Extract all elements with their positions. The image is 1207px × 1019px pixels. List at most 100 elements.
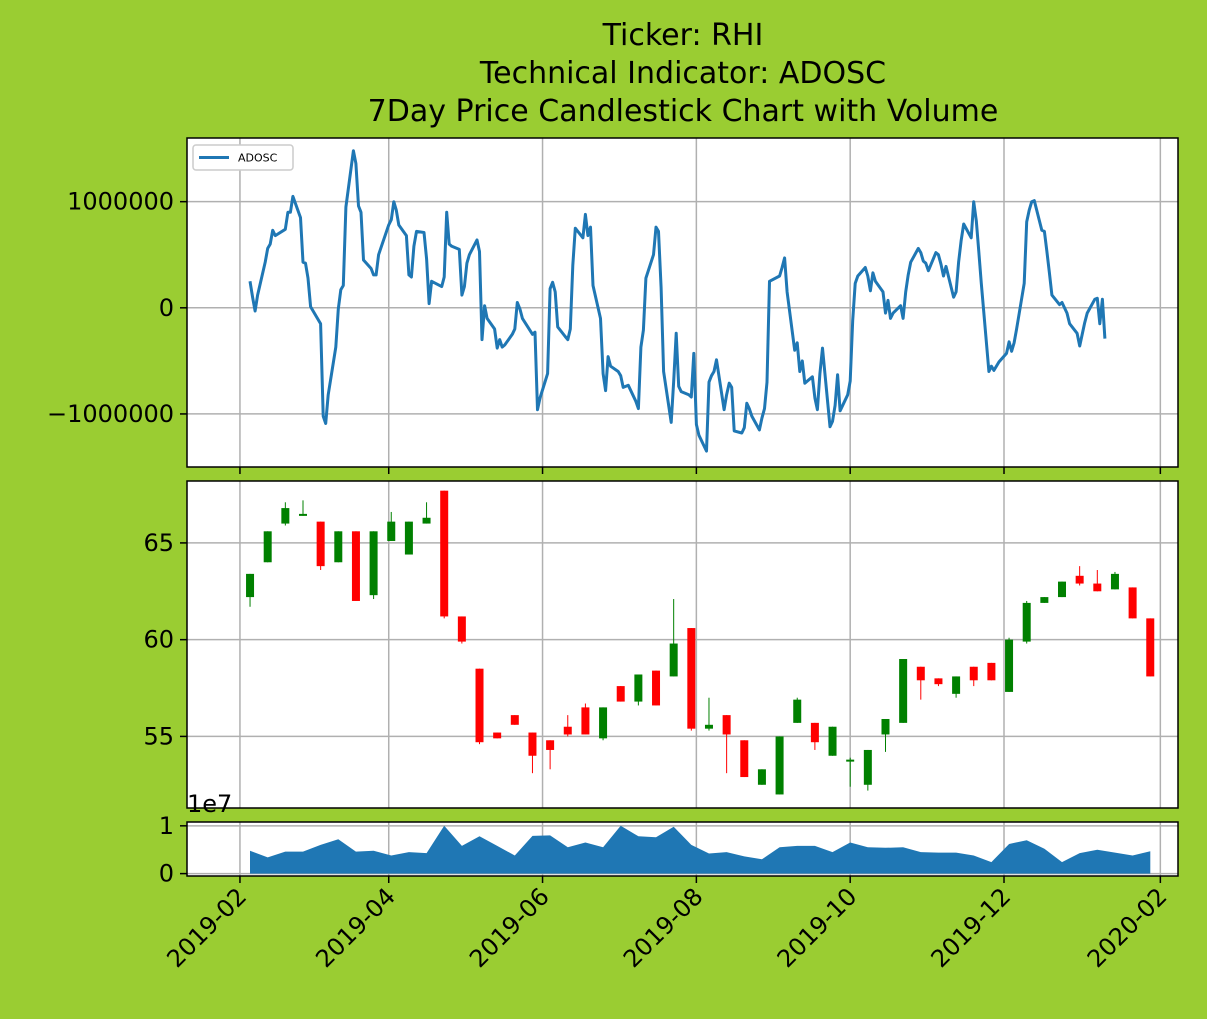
candle-down	[740, 740, 749, 778]
candle-down	[581, 703, 590, 735]
candle-body	[581, 707, 590, 735]
candle-down	[546, 740, 555, 770]
candle-body	[899, 659, 908, 723]
candle-body	[493, 732, 502, 739]
candle-up	[863, 749, 872, 791]
candle-body	[369, 531, 378, 596]
candle-up	[793, 697, 802, 723]
candle-body	[281, 508, 290, 524]
candle-body	[316, 521, 325, 567]
candle-down	[916, 666, 925, 700]
x-tick-label: 2019-08	[618, 882, 709, 973]
candle-axes-frame	[186, 480, 1179, 809]
candle-body	[599, 707, 608, 739]
candle-body	[793, 699, 802, 723]
volume-axes-frame	[186, 821, 1179, 877]
candle-body	[351, 531, 360, 601]
candles	[246, 490, 1155, 795]
x-tick-label: 2019-12	[926, 882, 1017, 973]
candle-body	[263, 531, 272, 563]
candle-body	[1075, 575, 1084, 584]
candle-down	[563, 715, 572, 737]
candle-up	[369, 531, 378, 600]
adosc-x-tick-marks	[239, 467, 1162, 474]
candle-body	[722, 715, 731, 735]
candle-body	[246, 573, 255, 598]
adosc-axes-frame	[186, 137, 1179, 468]
candle-down	[440, 490, 449, 619]
candle-up	[846, 757, 855, 787]
candle-body	[1146, 618, 1155, 677]
volume-y-ticks: 01	[159, 812, 187, 888]
candle-body	[1110, 573, 1119, 590]
candle-body	[916, 666, 925, 681]
candle-down	[1075, 566, 1084, 586]
candle-up	[669, 599, 678, 677]
x-ticks: 2019-02 2019-04 2019-06 2019-08 2019-10 2019-…	[161, 876, 1173, 973]
volume-panel: 01 1e7 2019-02 2019-04 2019-06 2019-08 2019-…	[159, 790, 1179, 973]
candle-y-tick-label: 55	[143, 722, 174, 750]
candle-up	[757, 769, 766, 785]
candle-body	[810, 722, 819, 743]
candle-body	[440, 490, 449, 617]
candle-up	[775, 736, 784, 795]
candle-body	[475, 668, 484, 743]
x-tick-label: 2020-02	[1082, 882, 1173, 973]
title-line-1: Ticker: RHI	[602, 18, 764, 53]
candle-body	[1040, 597, 1049, 603]
candle-body	[546, 740, 555, 750]
candle-up	[634, 674, 643, 706]
candle-up	[828, 726, 837, 756]
x-tick-label: 2019-04	[310, 882, 401, 973]
candle-up	[263, 531, 272, 563]
candle-down	[528, 732, 537, 774]
candle-body	[669, 643, 678, 677]
candle-body	[757, 769, 766, 785]
candle-down	[457, 616, 466, 644]
volume-y-tick-label: 0	[159, 860, 174, 888]
candle-down	[652, 670, 661, 706]
candle-body	[934, 678, 943, 685]
adosc-legend: ADOSC	[192, 144, 294, 171]
candle-axes-background	[187, 481, 1178, 808]
candle-grid	[187, 481, 1178, 808]
candle-body	[775, 736, 784, 795]
candle-body	[881, 718, 890, 735]
candle-body	[334, 531, 343, 563]
candle-body	[1128, 587, 1137, 619]
candle-up	[1022, 600, 1031, 644]
candle-up	[404, 521, 413, 555]
candle-down	[493, 732, 502, 739]
adosc-panel: 1000000 0 −1000000 ADOSC	[47, 137, 1179, 474]
legend-box	[192, 144, 294, 171]
chart-title: Ticker: RHI Technical Indicator: ADOSC 7…	[368, 18, 999, 129]
x-tick-label: 2019-02	[161, 882, 252, 973]
candle-y-tick-label: 60	[143, 626, 174, 654]
candle-up	[952, 676, 961, 698]
candle-body	[1058, 581, 1067, 598]
volume-y-tick-label: 1	[159, 812, 174, 840]
candle-down	[1146, 618, 1155, 677]
candlestick-panel: 55 60 65	[143, 480, 1179, 809]
candle-up	[599, 707, 608, 741]
candle-up	[881, 718, 890, 752]
adosc-y-tick-label: −1000000	[47, 400, 174, 428]
candle-body	[1022, 602, 1031, 642]
adosc-y-tick-label: 1000000	[67, 188, 174, 216]
candle-body	[298, 513, 307, 516]
candle-up	[1110, 571, 1119, 590]
candle-body	[510, 715, 519, 725]
candle-body	[457, 616, 466, 642]
candle-body	[863, 749, 872, 785]
candle-up	[704, 697, 713, 731]
candle-body	[1005, 639, 1014, 692]
candle-body	[987, 662, 996, 681]
candle-up	[422, 502, 431, 524]
candle-up	[899, 659, 908, 723]
candle-body	[563, 726, 572, 735]
adosc-y-tick-label: 0	[159, 294, 174, 322]
candle-down	[687, 628, 696, 731]
candle-body	[404, 521, 413, 555]
candle-up	[1005, 637, 1014, 692]
candle-down	[616, 686, 625, 702]
